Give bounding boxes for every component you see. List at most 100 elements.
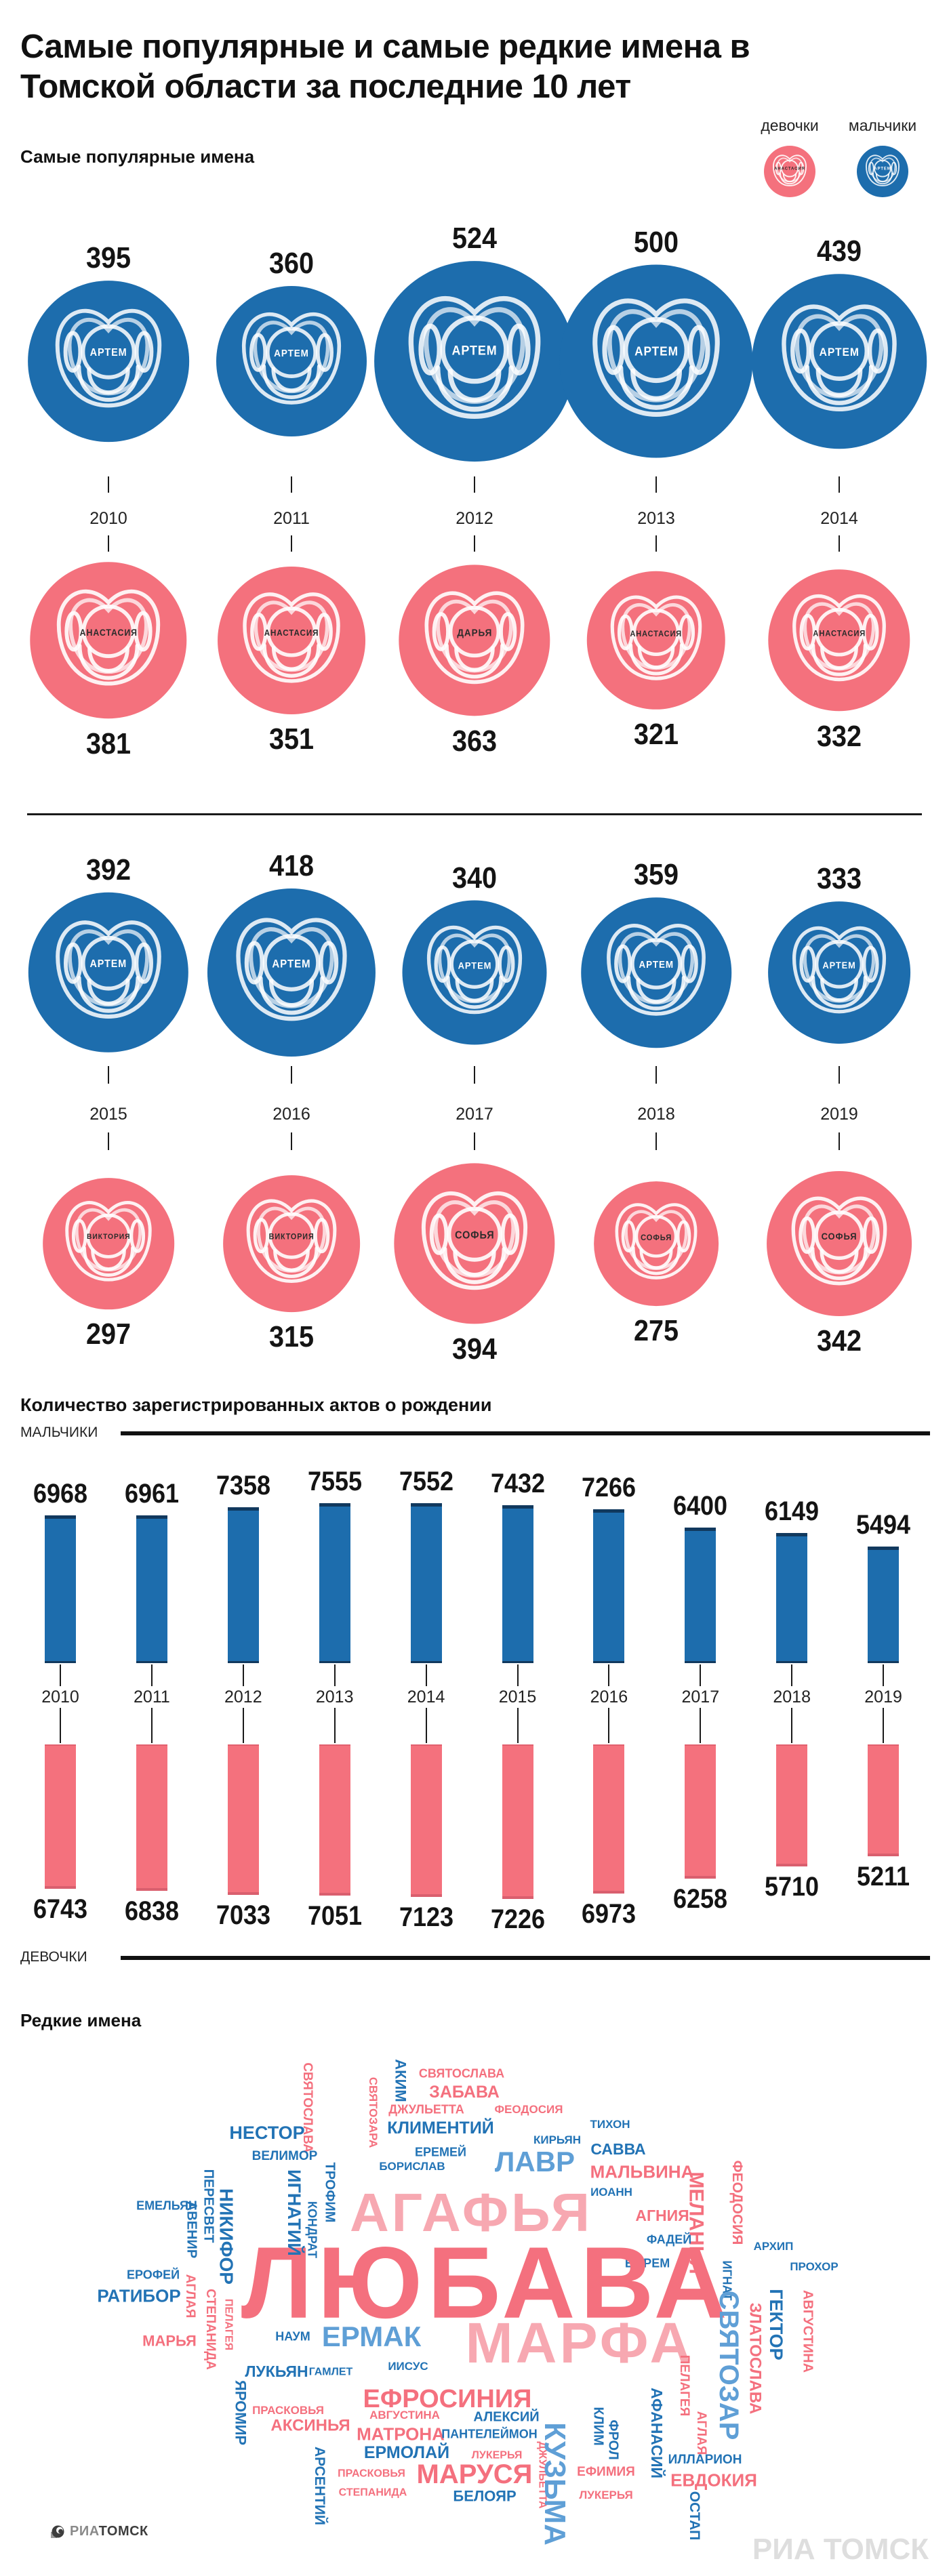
rare-name-word: АГЛАЯ (694, 2411, 709, 2455)
footer-brand-text: РИАТОМСК (70, 2524, 148, 2539)
boys-bar-value-2013: 7555 (307, 1467, 362, 1496)
pacifier-name-label: АРТЕМ (451, 343, 498, 359)
girls-bar-2015 (502, 1744, 533, 1899)
rare-name-word: ЕМЕЛЬЯН (136, 2199, 197, 2213)
births-tick-top-2014 (425, 1664, 427, 1686)
pacifier-name-label: АРТЕМ (89, 958, 127, 970)
girl-pacifier-2013: АНАСТАСИЯ (586, 571, 726, 710)
pacifier-name-label: АРТЕМ (634, 344, 679, 359)
rare-name-word: КИРЬЯН (533, 2133, 582, 2146)
tick-below-year-2013 (655, 535, 657, 552)
births-tick-top-2016 (608, 1664, 610, 1686)
pacifier-name-label: АРТЕМ (819, 346, 860, 359)
boys-bar-2014 (410, 1503, 442, 1663)
births-tick-bottom-2018 (791, 1708, 793, 1743)
births-year-2013: 2013 (315, 1688, 354, 1706)
girl-value-2017: 394 (451, 1332, 498, 1366)
rare-name-word: ПРОХОР (790, 2260, 839, 2273)
group-divider-line (27, 813, 922, 815)
girl-pacifier-2015: ВИКТОРИЯ (43, 1178, 174, 1309)
girls-bar-value-2019: 5211 (857, 1862, 910, 1892)
rare-name-word: ПРАСКОВЬЯ (252, 2403, 324, 2417)
births-tick-bottom-2015 (517, 1708, 519, 1743)
rare-name-word: БОРИСЛАВ (379, 2159, 445, 2173)
rare-name-word: ЗАБАВА (429, 2083, 500, 2102)
tick-below-year-2019 (839, 1132, 840, 1150)
girl-value-2012: 363 (451, 724, 498, 758)
girls-bar-value-2011: 6838 (124, 1896, 179, 1926)
pacifier-icon (55, 308, 162, 408)
rare-name-word: ОСТАП (686, 2491, 702, 2541)
girls-bar-value-2014: 7123 (399, 1902, 453, 1932)
legend-pacifier-blue: АРТЕМ (857, 146, 908, 197)
girls-bar-2017 (685, 1744, 716, 1879)
boy-value-2012: 524 (451, 222, 498, 255)
births-tick-bottom-2017 (700, 1708, 702, 1743)
births-tick-bottom-2016 (608, 1708, 610, 1743)
girls-bar-value-2013: 7051 (307, 1901, 362, 1931)
boys-bar-2019 (868, 1547, 900, 1663)
rare-name-word: ЕФРЕМ (624, 2256, 670, 2270)
rare-name-word: ПАНТЕЛЕЙМОН (441, 2427, 538, 2441)
pacifier-name-label: АРТЕМ (274, 348, 309, 359)
page-title: Самые популярные и самые редкие имена в … (20, 27, 750, 107)
boys-bar-value-2019: 5494 (856, 1510, 911, 1540)
births-tick-top-2018 (791, 1664, 793, 1686)
boy-pacifier-2017: АРТЕМ (402, 900, 547, 1045)
boys-bar-value-2016: 7266 (582, 1473, 637, 1502)
rare-name-word: НЕСТОР (229, 2123, 305, 2144)
girls-bar-2019 (868, 1744, 900, 1856)
boy-pacifier-2012: АРТЕМ (374, 261, 575, 462)
births-tick-bottom-2011 (150, 1708, 153, 1743)
boy-value-2011: 360 (268, 247, 315, 280)
boys-bar-value-2011: 6961 (124, 1479, 179, 1509)
rare-name-word: ПЕЛАГЕЯ (222, 2298, 235, 2351)
rare-name-word: ЕРМОЛАЙ (363, 2443, 450, 2463)
girl-value-2019: 342 (816, 1324, 862, 1357)
pacifier-name-label: ДАРЬЯ (457, 627, 492, 638)
girl-value-2015: 297 (85, 1317, 132, 1351)
girl-pacifier-2016: ВИКТОРИЯ (223, 1175, 360, 1312)
rare-name-word: БЕЛОЯР (453, 2487, 517, 2505)
births-year-2011: 2011 (134, 1688, 170, 1706)
rare-name-word: АВГУСТИНА (800, 2289, 815, 2373)
births-year-2012: 2012 (224, 1688, 262, 1706)
girls-bar-value-2018: 5710 (765, 1872, 820, 1902)
boys-bar-value-2018: 6149 (765, 1496, 820, 1526)
pacifier-name-label: АНАСТАСИЯ (630, 628, 683, 638)
rare-name-word: АВГУСТИНА (369, 2408, 440, 2421)
pacifier-icon (615, 1203, 698, 1280)
rare-name-word: АГАФЬЯ (349, 2182, 593, 2243)
girls-bar-value-2012: 7033 (216, 1900, 270, 1930)
pacifier-name-label: АНАСТАСИЯ (774, 166, 805, 171)
rare-name-word: АГЛАЯ (183, 2274, 198, 2318)
watermark: РИА ТОМСК (752, 2533, 929, 2566)
births-year-2016: 2016 (590, 1688, 628, 1706)
rare-name-word: ЛУКЕРЬЯ (579, 2488, 633, 2501)
girl-pacifier-2010: АНАСТАСИЯ (30, 562, 187, 719)
pacifier-icon (792, 926, 887, 1014)
rare-name-word: АВЕНИР (184, 2201, 199, 2259)
rare-name-word: РАТИБОР (97, 2285, 181, 2306)
boys-bar-2016 (593, 1509, 625, 1663)
births-tick-bottom-2013 (334, 1708, 336, 1743)
tick-above-year-2016 (291, 1066, 292, 1084)
pacifier-name-label: АРТЕМ (822, 960, 856, 971)
births-year-2010: 2010 (41, 1688, 79, 1706)
boys-bar-value-2014: 7552 (399, 1467, 453, 1496)
rare-name-word: ЕРОФЕЙ (126, 2268, 180, 2282)
girls-bar-value-2015: 7226 (490, 1904, 545, 1934)
boy-pacifier-2014: АРТЕМ (752, 274, 927, 449)
year-label-2010: 2010 (89, 509, 127, 528)
rare-name-word: НИКИФОР (216, 2188, 237, 2285)
pacifier-icon (56, 589, 161, 686)
rare-name-word: АКСИНЬЯ (270, 2416, 350, 2435)
tick-above-year-2019 (839, 1066, 840, 1084)
rare-name-word: ИОАНН (590, 2185, 632, 2199)
rare-name-word: АЛЕКСИЙ (473, 2409, 540, 2425)
tick-below-year-2010 (108, 535, 109, 552)
pacifier-icon (610, 595, 702, 680)
rare-name-word: ПЕЛАГЕЯ (677, 2354, 692, 2417)
rare-name-word: МАРУСЯ (416, 2459, 533, 2489)
